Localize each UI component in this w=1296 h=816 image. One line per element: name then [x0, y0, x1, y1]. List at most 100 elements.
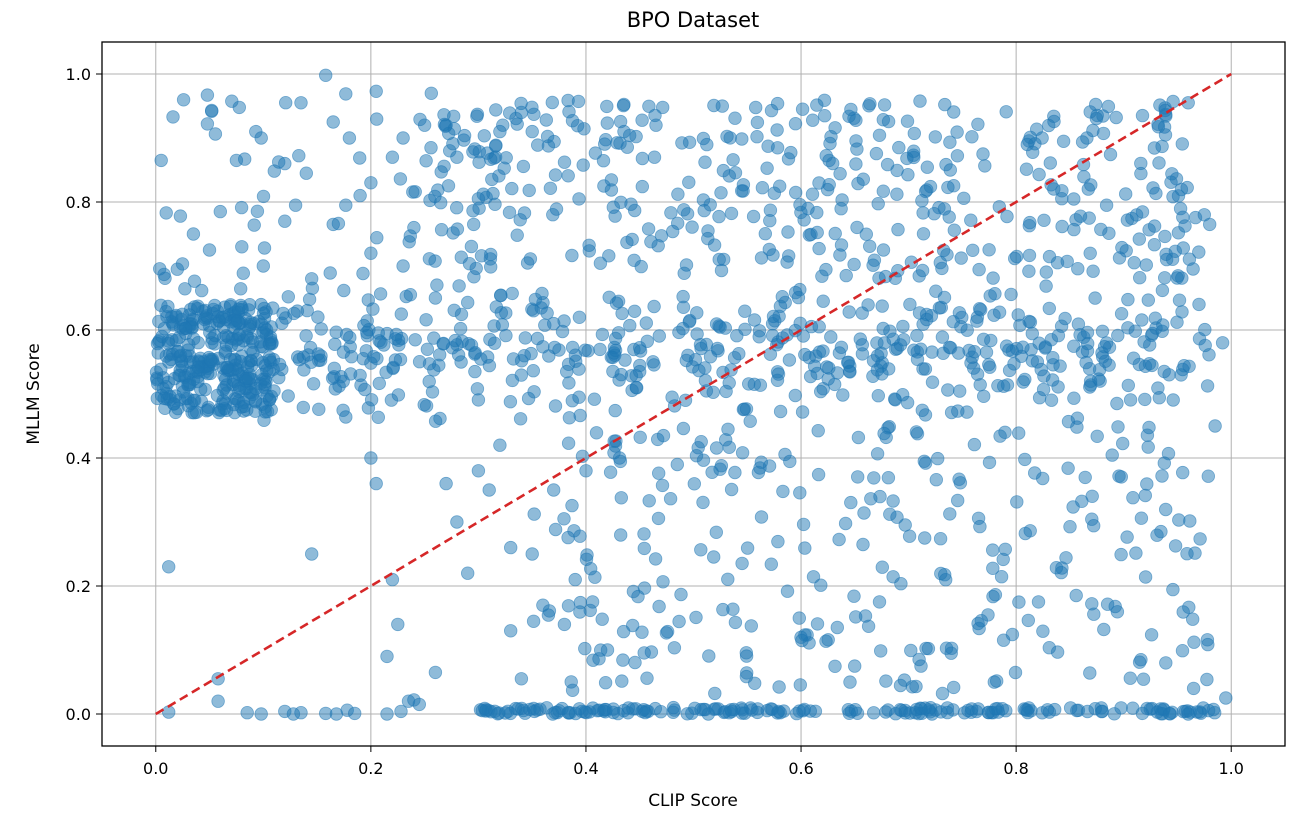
scatter-point [822, 177, 836, 192]
scatter-point [848, 659, 862, 673]
scatter-point [1083, 246, 1097, 261]
scatter-point [1036, 624, 1050, 638]
scatter-point [237, 399, 252, 414]
scatter-point [479, 703, 493, 717]
scatter-point [524, 346, 538, 361]
scatter-point [348, 706, 362, 721]
scatter-point [1181, 707, 1195, 721]
scatter-point [919, 641, 933, 656]
scatter-point [504, 624, 518, 638]
scatter-point [225, 94, 239, 108]
scatter-point [1080, 131, 1094, 145]
scatter-point [207, 298, 222, 313]
scatter-point [839, 268, 853, 283]
scatter-point [364, 356, 378, 370]
scatter-point [742, 377, 756, 391]
scatter-point [973, 378, 987, 392]
y-tick-label: 0.0 [66, 705, 91, 724]
scatter-point [750, 115, 765, 130]
scatter-point [828, 226, 842, 241]
scatter-point [907, 144, 921, 158]
scatter-point [319, 68, 333, 83]
scatter-point [914, 659, 928, 673]
scatter-point [890, 187, 904, 201]
scatter-point [360, 314, 374, 328]
scatter-point [618, 353, 632, 367]
scatter-point [685, 220, 699, 234]
scatter-point [565, 113, 580, 128]
scatter-point [1039, 265, 1054, 279]
scatter-point [905, 680, 920, 694]
scatter-point [1201, 469, 1216, 483]
scatter-point [1051, 380, 1065, 394]
scatter-point [1155, 283, 1170, 298]
scatter-point [1193, 532, 1207, 546]
scatter-point [1016, 340, 1030, 354]
scatter-point [568, 706, 583, 721]
scatter-point [707, 238, 722, 252]
scatter-point [278, 156, 292, 171]
scatter-point [613, 114, 628, 129]
scatter-point [428, 414, 443, 428]
scatter-point [417, 398, 431, 412]
scatter-point [1109, 110, 1123, 125]
scatter-point [364, 246, 378, 260]
scatter-point [204, 103, 219, 118]
scatter-point [1067, 222, 1081, 237]
scatter-point [856, 537, 870, 552]
scatter-point [712, 209, 726, 224]
scatter-point [746, 209, 761, 224]
scatter-point [886, 570, 900, 584]
scatter-point [904, 643, 918, 658]
scatter-point [1166, 582, 1180, 597]
scatter-point [863, 239, 877, 254]
scatter-point [798, 541, 812, 555]
scatter-point [947, 223, 962, 237]
scatter-point [998, 542, 1013, 557]
scatter-point [682, 315, 697, 329]
scatter-point [1202, 217, 1217, 232]
scatter-point [598, 676, 613, 690]
scatter-point [598, 137, 612, 151]
scatter-point [952, 472, 966, 486]
scatter-point [812, 345, 827, 359]
scatter-point [235, 240, 249, 254]
scatter-point [696, 453, 711, 467]
scatter-point [689, 610, 703, 625]
scatter-point [489, 300, 504, 314]
scatter-point [1050, 256, 1065, 270]
scatter-point [879, 674, 893, 688]
scatter-point [724, 482, 739, 497]
scatter-point [573, 529, 587, 543]
scatter-point [1090, 108, 1104, 123]
scatter-point [616, 624, 631, 639]
scatter-point [579, 552, 594, 567]
scatter-point [824, 330, 838, 344]
scatter-point [157, 391, 171, 406]
scatter-point [712, 252, 726, 267]
scatter-point [608, 343, 623, 358]
scatter-point [548, 399, 563, 413]
scatter-point [236, 266, 251, 280]
scatter-point [577, 122, 591, 136]
scatter-point [815, 269, 829, 283]
scatter-point [606, 702, 621, 716]
tick-layer: 0.0 0.2 0.4 0.6 0.8 1.0 0.0 0.2 0.4 0.6 0.8 1.0 [66, 65, 1244, 778]
scatter-point [1183, 514, 1197, 528]
scatter-point [502, 205, 517, 220]
scatter-point [419, 154, 433, 168]
scatter-point [364, 451, 378, 465]
scatter-point [727, 702, 741, 717]
scatter-point [305, 272, 319, 286]
scatter-point [850, 142, 864, 156]
scatter-point [891, 222, 905, 237]
scatter-point [267, 164, 282, 178]
scatter-point [810, 366, 824, 381]
scatter-point [640, 334, 655, 349]
scatter-point [1114, 547, 1128, 562]
reference-line-layer [155, 72, 1232, 716]
scatter-point [434, 165, 448, 179]
scatter-point [851, 430, 866, 445]
scatter-point [1138, 359, 1153, 374]
scatter-point [568, 572, 582, 587]
